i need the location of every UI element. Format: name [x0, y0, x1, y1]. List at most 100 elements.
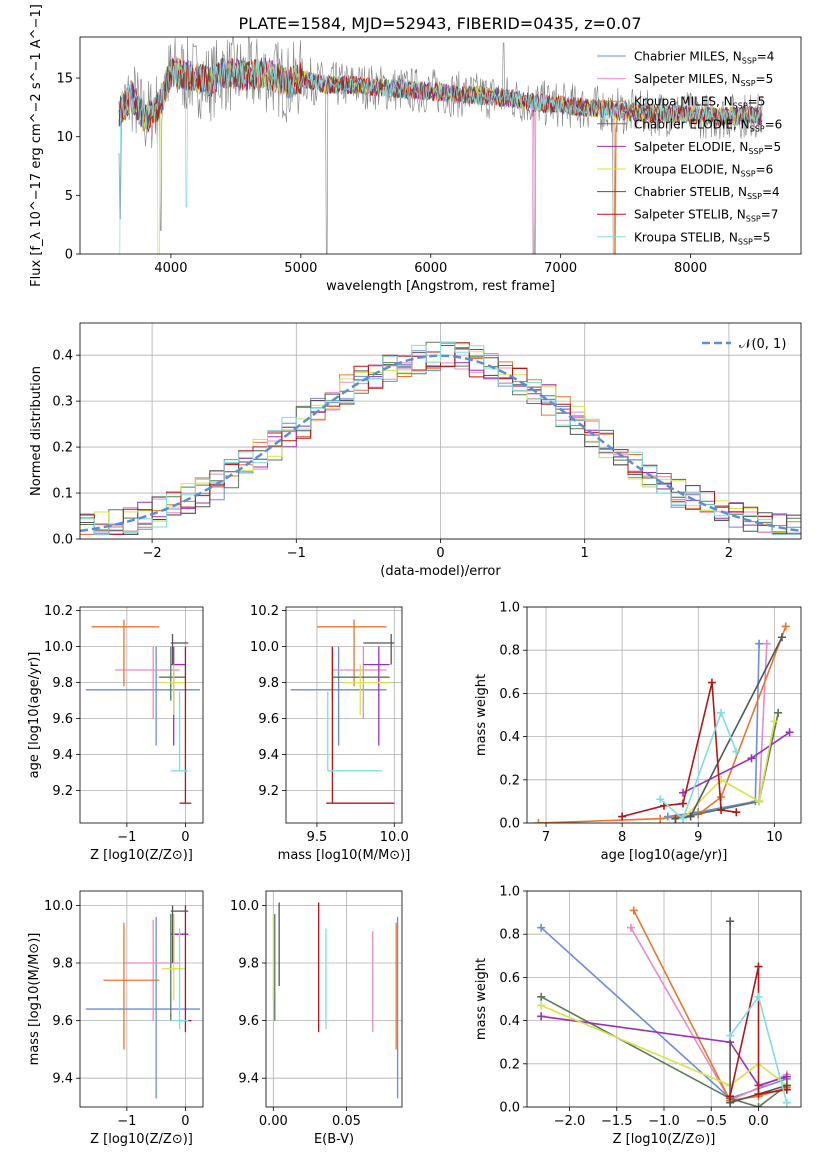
- errorbar-marks: [290, 619, 395, 804]
- series-lines: [534, 622, 794, 823]
- legend-label: Chabrier ELODIE, NSSP=6: [634, 117, 782, 133]
- tick-label-y: 0.8: [499, 928, 520, 943]
- plus-marker: [656, 814, 665, 823]
- legend-label: Salpeter ELODIE, NSSP=5: [634, 140, 781, 156]
- plus-marker: [770, 717, 779, 726]
- plus-marker: [754, 992, 763, 1001]
- residuals-panel: −2 −1 0 1 2 0.0 0.1 0.2 0.3 0.4 (data-model)/error…: [29, 322, 802, 579]
- tick-label-y: 9.6: [52, 712, 73, 727]
- plus-marker: [629, 906, 638, 915]
- plus-marker: [782, 1098, 791, 1107]
- plus-marker: [626, 923, 635, 932]
- plus-marker: [754, 962, 763, 971]
- series-line: [540, 996, 788, 1107]
- figure-title: PLATE=1584, MJD=52943, FIBERID=0435, z=0…: [238, 14, 641, 33]
- tick-label-y: 10.2: [44, 604, 73, 619]
- tick-label-x: −1: [117, 830, 136, 845]
- age-vs-mass-panel: 9.5 10.0 9.2 9.4 9.6 9.8 10.0 10.2 mass [log10(M…: [250, 604, 410, 863]
- plus-marker: [732, 808, 741, 817]
- axes-frame: [79, 890, 204, 1108]
- tick-label-y: 9.4: [258, 748, 279, 763]
- plus-marker: [618, 812, 627, 821]
- tick-label-x: 6000: [414, 261, 447, 276]
- x-axis-label: E(B-V): [314, 1132, 354, 1147]
- series-line: [541, 1015, 788, 1087]
- plus-marker: [762, 639, 771, 648]
- tick-label-x: 10: [766, 830, 783, 845]
- tick-label-y: 10: [56, 130, 73, 145]
- tick-label-x: 7000: [544, 261, 577, 276]
- plus-marker: [537, 1012, 546, 1021]
- age-vs-Z-panel: −1 0 9.2 9.4 9.6 9.8 10.0 10.2 Z [log10(Z/Z⊙)] ag…: [27, 604, 204, 863]
- tick-label-x: −1: [117, 1114, 136, 1129]
- tick-label-y: 0.6: [499, 687, 520, 702]
- plus-marker: [726, 1031, 735, 1040]
- model-spectrum-line: [119, 58, 763, 254]
- legend-label: Chabrier MILES, NSSP=4: [634, 50, 774, 66]
- tick-label-y: 0.2: [499, 1057, 520, 1072]
- tick-label-y: 5: [65, 189, 73, 204]
- tick-label-y: 0.0: [52, 533, 73, 548]
- tick-label-y: 1.0: [499, 601, 520, 616]
- plus-marker: [707, 678, 716, 687]
- plus-marker: [686, 812, 695, 821]
- y-axis-label: age [log10(age/yr)]: [27, 652, 42, 779]
- tick-label-y: 10.2: [250, 604, 279, 619]
- tick-label-x: 0.05: [332, 1114, 361, 1129]
- axes-frame: [526, 606, 802, 824]
- plus-marker: [747, 754, 756, 763]
- plus-marker: [537, 992, 546, 1001]
- series-line: [659, 710, 738, 821]
- series-line: [538, 626, 787, 823]
- plus-marker: [656, 795, 665, 804]
- tick-label-y: 0.2: [52, 441, 73, 456]
- tick-label-y: 9.4: [52, 748, 73, 763]
- spectrum-legend: Chabrier MILES, NSSP=4 Salpeter MILES, NS…: [597, 50, 782, 246]
- tick-label-x: 0: [181, 830, 189, 845]
- gaussian-reference-line: [80, 354, 801, 533]
- axes-frame: [526, 890, 802, 1108]
- tick-label-x: −1: [287, 546, 306, 561]
- plus-marker: [534, 819, 543, 823]
- histogram-lines: [80, 341, 801, 535]
- spectrum-panel: 4000 5000 6000 7000 8000 0 5 10 15 wavelength [An…: [29, 4, 802, 294]
- tick-label-x: 0.0: [748, 1114, 769, 1129]
- tick-label-x: −1.0: [648, 1114, 680, 1129]
- tick-label-y: 10.0: [44, 899, 73, 914]
- errorbar-marks: [85, 619, 201, 804]
- plus-marker: [679, 814, 688, 823]
- tick-label-y: 0.1: [52, 487, 73, 502]
- tick-label-y: 9.2: [258, 784, 279, 799]
- plus-marker: [754, 1103, 763, 1107]
- series-line: [633, 910, 788, 1102]
- tick-label-x: −0.5: [695, 1114, 727, 1129]
- plus-marker: [774, 708, 783, 717]
- tick-label-y: 15: [56, 72, 73, 87]
- plus-marker: [537, 923, 546, 932]
- tick-label-x: 9.5: [307, 830, 328, 845]
- plus-marker: [671, 814, 680, 823]
- tick-label-y: 9.8: [52, 957, 73, 972]
- tick-label-x: 0: [181, 1114, 189, 1129]
- tick-label-x: 9: [694, 830, 702, 845]
- plus-marker: [782, 1072, 791, 1081]
- plus-marker: [726, 917, 735, 926]
- axes-frame: [265, 890, 403, 1108]
- tick-label-y: 0.2: [499, 773, 520, 788]
- tick-label-y: 9.6: [238, 1014, 259, 1029]
- plus-marker: [679, 799, 688, 808]
- tick-label-x: −1.5: [601, 1114, 633, 1129]
- y-axis-label: mass weight: [474, 958, 489, 1040]
- spectrum-lines: [118, 37, 763, 254]
- tick-label-y: 9.8: [238, 957, 259, 972]
- legend-label: Salpeter MILES, NSSP=5: [634, 72, 773, 88]
- series-line: [540, 1004, 788, 1087]
- x-axis-label: Z [log10(Z/Z⊙)]: [613, 1132, 716, 1147]
- tick-label-y: 9.8: [52, 676, 73, 691]
- series-line: [667, 643, 760, 818]
- legend-label: Chabrier STELIB, NSSP=4: [634, 185, 780, 201]
- axes-frame: [79, 606, 204, 824]
- plus-marker: [717, 708, 726, 717]
- tick-label-x: 7: [542, 830, 550, 845]
